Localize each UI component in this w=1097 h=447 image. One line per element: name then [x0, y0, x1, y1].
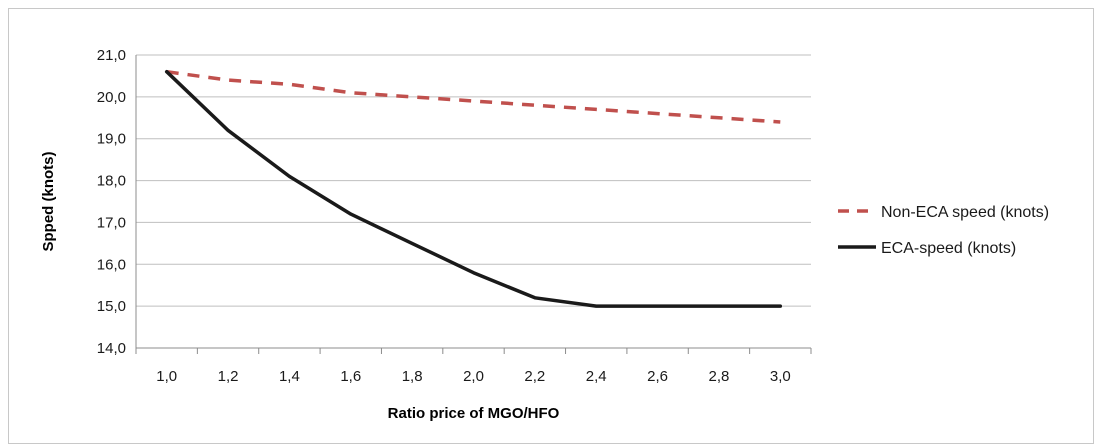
y-tick-label: 15,0: [97, 298, 126, 315]
legend-label: ECA-speed (knots): [881, 240, 1016, 257]
y-tick-label: 18,0: [97, 173, 126, 190]
y-tick-label: 14,0: [97, 340, 126, 357]
x-tick-label: 2,4: [586, 368, 607, 385]
legend-label: Non-ECA speed (knots): [881, 204, 1049, 221]
y-tick-label: 20,0: [97, 89, 126, 106]
x-tick-label: 1,6: [340, 368, 361, 385]
gridlines: [136, 54, 811, 307]
y-tick-label: 21,0: [97, 47, 126, 64]
x-tick-label: 1,2: [218, 368, 239, 385]
y-tick-label: 16,0: [97, 256, 126, 273]
axes: 14,0 15,0 16,0 17,0 18,0 19,0 20,0 21,0 1,0 1,2 1,…: [97, 47, 812, 385]
y-axis-title: Spped (knots): [40, 151, 57, 251]
y-tick-label: 17,0: [97, 214, 126, 231]
legend: Non-ECA speed (knots) ECA-speed (knots): [838, 204, 1049, 257]
x-tick-label: 3,0: [770, 368, 791, 385]
x-tick-label: 1,0: [156, 368, 177, 385]
series-lines: [164, 69, 783, 308]
series-line-non-eca: [166, 69, 781, 124]
series-line-eca: [164, 69, 783, 308]
x-tick-label: 1,4: [279, 368, 300, 385]
chart-frame: [8, 8, 1094, 444]
x-axis-title: Ratio price of MGO/HFO: [388, 405, 560, 422]
x-tick-label: 2,0: [463, 368, 484, 385]
x-tick-label: 2,6: [647, 368, 668, 385]
x-tick-label: 2,8: [709, 368, 730, 385]
x-tick-label: 2,2: [524, 368, 545, 385]
y-tick-label: 19,0: [97, 131, 126, 148]
x-tick-label: 1,8: [402, 368, 423, 385]
